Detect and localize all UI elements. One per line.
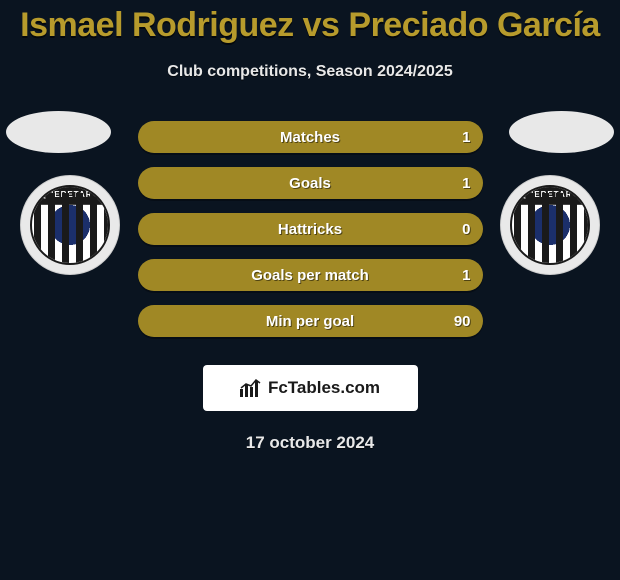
stat-label: Goals per match [154, 267, 467, 284]
stat-row: Goals 1 [138, 167, 483, 199]
stat-label: Hattricks [154, 221, 467, 238]
stat-label: Min per goal [154, 313, 467, 330]
stat-row: Matches 1 [138, 121, 483, 153]
comparison-title: Ismael Rodriguez vs Preciado García [0, 0, 620, 45]
stat-right-value: 90 [454, 313, 471, 330]
snapshot-date: 17 october 2024 [0, 433, 620, 453]
stat-label: Matches [154, 129, 467, 146]
player-right-flag [509, 111, 614, 153]
stat-label: Goals [154, 175, 467, 192]
stat-right-value: 1 [462, 175, 470, 192]
brand-logo[interactable]: FcTables.com [203, 365, 418, 411]
brand-logo-text: FcTables.com [268, 378, 380, 398]
player-left-flag [6, 111, 111, 153]
chart-icon [240, 379, 262, 397]
stat-right-value: 0 [462, 221, 470, 238]
stat-right-value: 1 [462, 267, 470, 284]
player-right-club-badge: QUERETARO [500, 175, 600, 275]
stat-row: Min per goal 90 [138, 305, 483, 337]
stat-right-value: 1 [462, 129, 470, 146]
stat-rows: Matches 1 Goals 1 Hattricks 0 Goals per … [138, 121, 483, 337]
stat-row: Goals per match 1 [138, 259, 483, 291]
player-left-club-badge: QUERETARO [20, 175, 120, 275]
stat-row: Hattricks 0 [138, 213, 483, 245]
stats-area: QUERETARO QUERETARO [0, 121, 620, 351]
comparison-subtitle: Club competitions, Season 2024/2025 [0, 63, 620, 81]
